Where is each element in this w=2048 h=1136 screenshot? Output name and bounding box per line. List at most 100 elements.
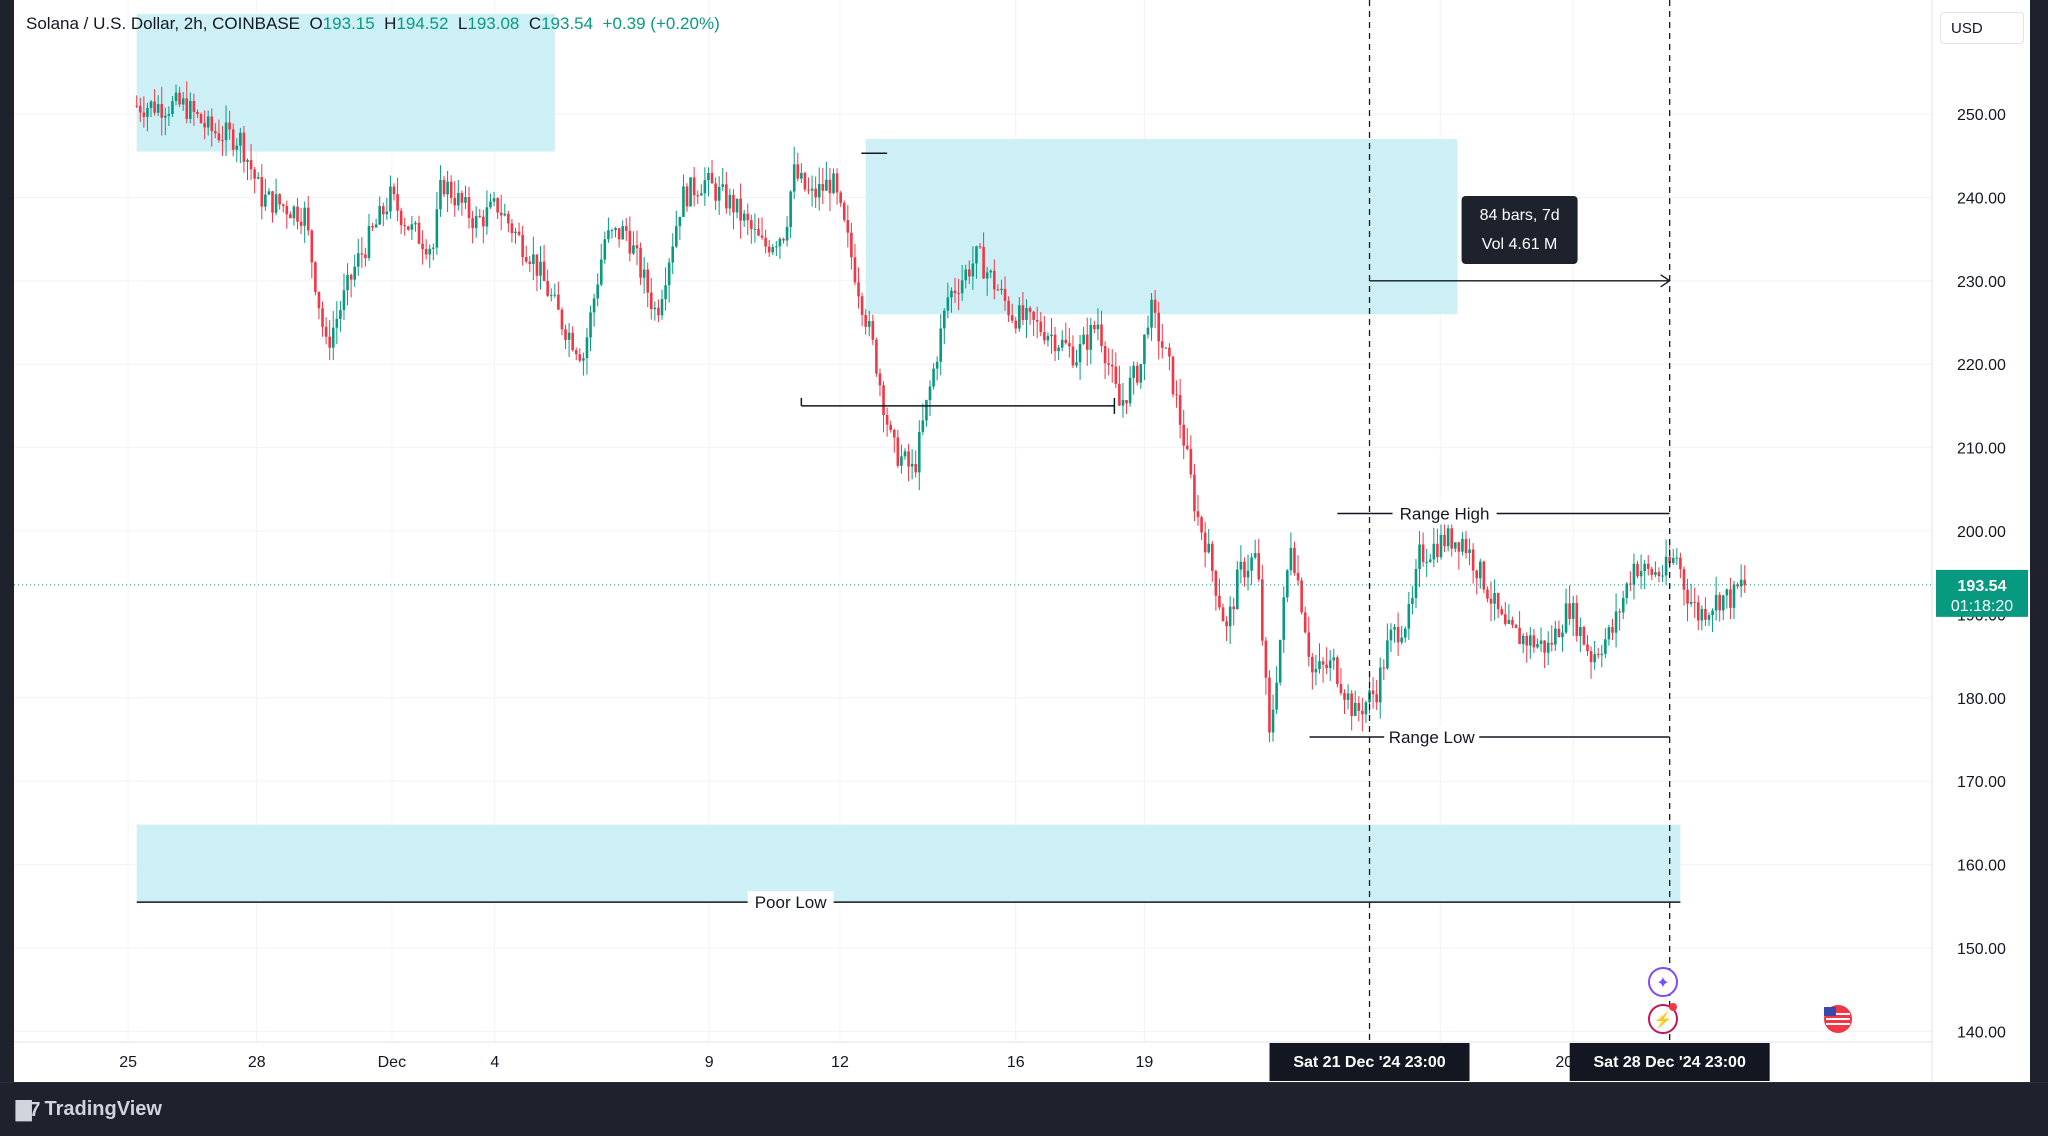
level-label[interactable]: Poor Low: [755, 893, 828, 912]
candle-body: [1464, 538, 1468, 554]
ai-sparkle-icon[interactable]: [1648, 967, 1678, 997]
candle-body: [449, 181, 453, 198]
candle-body: [439, 179, 442, 210]
candle-body: [1729, 589, 1732, 608]
candle-body: [592, 298, 596, 313]
candle-body: [728, 194, 732, 209]
flash-icon[interactable]: [1648, 1004, 1678, 1034]
candle-body: [1446, 528, 1450, 547]
candle-body: [707, 172, 710, 181]
candle-body: [942, 310, 946, 329]
candle-body: [875, 339, 878, 374]
candle-body: [1686, 589, 1689, 604]
candle-body: [1539, 640, 1543, 644]
candle-body: [1636, 563, 1639, 577]
candle-body: [828, 179, 832, 194]
tradingview-brand[interactable]: ▇7 TradingView: [16, 1097, 162, 1122]
candle-body: [1571, 602, 1575, 619]
candle-body: [1496, 593, 1500, 610]
candle-body: [1343, 693, 1346, 700]
candle-body: [850, 232, 853, 258]
candle-body: [235, 145, 239, 150]
candle-body: [1453, 542, 1457, 549]
candle-body: [1436, 543, 1439, 558]
candle-body: [1704, 608, 1707, 620]
candle-body: [1461, 538, 1464, 552]
candle-body: [228, 122, 231, 130]
chart-frame[interactable]: 250.00 240.00 230.00 220.00 210.00 200.00 180.…: [14, 0, 2030, 1082]
candle-body: [399, 210, 403, 226]
symbol-title[interactable]: Solana / U.S. Dollar, 2h, COINBASE: [26, 14, 301, 33]
candle-body: [1039, 321, 1043, 333]
candle-body: [510, 223, 514, 234]
candle-body: [210, 116, 214, 132]
supply-demand-zone[interactable]: [865, 139, 1458, 315]
candle-body: [832, 173, 835, 194]
candle-body: [1057, 347, 1060, 352]
candle-body: [864, 314, 867, 327]
candle-body: [603, 239, 607, 260]
candle-body: [1200, 517, 1203, 533]
candle-body: [1632, 563, 1636, 585]
candle-body: [306, 207, 310, 231]
candle-body: [1371, 690, 1375, 695]
time-tick-label: 28: [248, 1054, 266, 1071]
price-chart[interactable]: 250.00 240.00 230.00 220.00 210.00 200.00 180.…: [14, 0, 2030, 1082]
candle-body: [1411, 598, 1414, 604]
candle-body: [435, 209, 439, 248]
level-label[interactable]: Range Low: [1389, 728, 1476, 747]
time-tick-label: 19: [1136, 1054, 1154, 1071]
candle-body: [1457, 542, 1461, 552]
candle-body: [1403, 628, 1407, 638]
candle-body: [1657, 572, 1661, 577]
candle-body: [589, 312, 592, 338]
candle-body: [1257, 553, 1261, 580]
candle-body: [1193, 474, 1196, 512]
candle-body: [560, 309, 564, 330]
candle-body: [1053, 334, 1057, 352]
supply-demand-zone[interactable]: [136, 13, 555, 152]
last-price-value: 193.54: [1958, 578, 2007, 595]
candle-body: [360, 253, 364, 255]
candle-body: [896, 437, 900, 466]
candle-body: [1721, 595, 1725, 611]
close-label: C: [528, 14, 542, 33]
candle-body: [514, 231, 517, 234]
candle-body: [1604, 639, 1607, 654]
candle-body: [199, 114, 203, 123]
candle-body: [1532, 635, 1536, 648]
candle-body: [1196, 511, 1200, 518]
currency-button[interactable]: USD: [1940, 12, 2024, 44]
candle-body: [392, 186, 396, 195]
candle-body: [932, 368, 935, 387]
candle-body: [1739, 579, 1743, 587]
candle-body: [189, 100, 192, 119]
time-tick-label: 25: [119, 1054, 137, 1071]
candle-body: [678, 216, 682, 227]
candle-body: [1378, 667, 1382, 703]
candle-body: [164, 115, 167, 118]
candle-body: [253, 169, 256, 179]
measure-tooltip-box[interactable]: [1461, 196, 1578, 264]
candle-body: [1071, 346, 1075, 366]
candle-body: [156, 104, 160, 113]
candle-body: [674, 226, 678, 247]
price-tick-label: 240.00: [1957, 190, 2006, 207]
candle-body: [1035, 319, 1039, 322]
candle-body: [1536, 643, 1539, 648]
candle-body: [746, 213, 750, 221]
last-price-badge[interactable]: [1936, 569, 2028, 617]
candle-body: [1579, 626, 1582, 637]
flag-canton: [1824, 1007, 1836, 1016]
candle-body: [1096, 324, 1100, 330]
price-tick-label: 150.00: [1957, 941, 2006, 958]
candle-body: [1643, 563, 1646, 572]
candle-body: [1203, 532, 1207, 553]
candle-body: [1121, 400, 1125, 406]
supply-demand-zone[interactable]: [136, 824, 1681, 903]
candle-body: [321, 308, 324, 327]
candle-body: [1171, 356, 1175, 395]
price-tick-label: 220.00: [1957, 357, 2006, 374]
candle-body: [982, 246, 985, 279]
level-label[interactable]: Range High: [1400, 504, 1490, 523]
